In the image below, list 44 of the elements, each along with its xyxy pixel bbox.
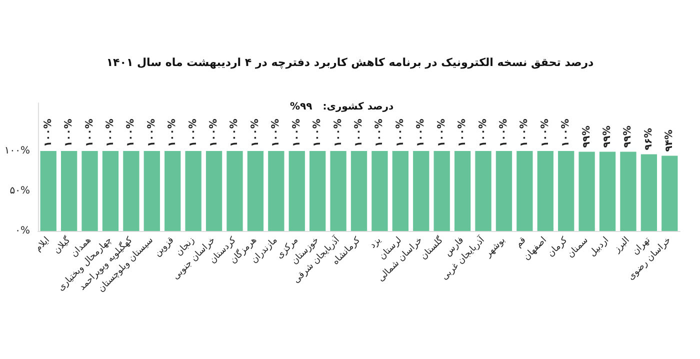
data-label: ۱۰۰% — [270, 118, 282, 147]
data-label: ۱۰۰% — [84, 118, 96, 147]
y-tick-label: ۰% — [15, 226, 30, 236]
data-label: ۱۰۰% — [188, 118, 199, 147]
annotation: درصد کشوری: ۹۹% — [290, 102, 394, 112]
data-label: ۹۶% — [643, 128, 654, 150]
data-label: ۱۰۰% — [208, 118, 220, 147]
data-label: ۱۰۰% — [250, 118, 261, 147]
x-tick-label: یزد — [368, 235, 384, 251]
data-label: ۱۰۰% — [436, 118, 448, 147]
data-label: ۱۰۰% — [354, 118, 364, 147]
data-label: ۱۰۰% — [332, 118, 344, 147]
data-label: ۱۰۰% — [42, 118, 54, 147]
x-tick-label: البرز — [612, 235, 632, 256]
data-label: ۱۰۰% — [519, 118, 530, 147]
data-label: ۱۰۰% — [457, 118, 468, 147]
data-label: ۱۰۰% — [146, 118, 158, 147]
data-label: ۱۰۰% — [560, 118, 572, 147]
data-label: ۹۹% — [622, 126, 634, 148]
data-label: ۹۹% — [602, 126, 614, 148]
y-tick-label: ۱۰۰% — [4, 146, 30, 156]
data-label: ۱۰۰% — [167, 118, 178, 147]
x-tick-label: قزوین — [152, 235, 176, 259]
data-label: ۱۰۰% — [478, 118, 489, 147]
y-tick-label: ۵۰% — [10, 186, 30, 196]
data-label: ۱۰۰% — [229, 118, 240, 147]
x-tick-label: ایلام — [34, 235, 52, 254]
data-label: ۹۹% — [581, 126, 592, 148]
data-label: ۱۰۰% — [104, 118, 116, 147]
data-label: ۹۴% — [664, 130, 676, 152]
data-label: ۱۰۰% — [394, 118, 406, 147]
chart-title: درصد تحقق نسخه الکترونیک در برنامه کاهش کاربرد دفترچه در ۴ اردیبهشت ماه سال ۱۴۰۱ — [106, 56, 594, 69]
data-label: ۱۰۰% — [416, 118, 427, 147]
data-label: ۱۰۰% — [312, 118, 324, 147]
x-tick-label: قم — [514, 235, 528, 250]
data-label: ۱۰۰% — [498, 118, 510, 147]
data-label: ۱۰۰% — [540, 118, 551, 147]
x-tick-label: گیلان — [50, 234, 74, 256]
data-label: ۱۰۰% — [374, 118, 386, 147]
x-tick-label: اردبیل — [588, 235, 612, 259]
x-tick-label: بوشهر — [482, 235, 508, 260]
data-label: ۱۰۰% — [126, 118, 137, 147]
data-label: ۱۰۰% — [291, 118, 302, 147]
data-label: ۱۰۰% — [64, 118, 75, 147]
